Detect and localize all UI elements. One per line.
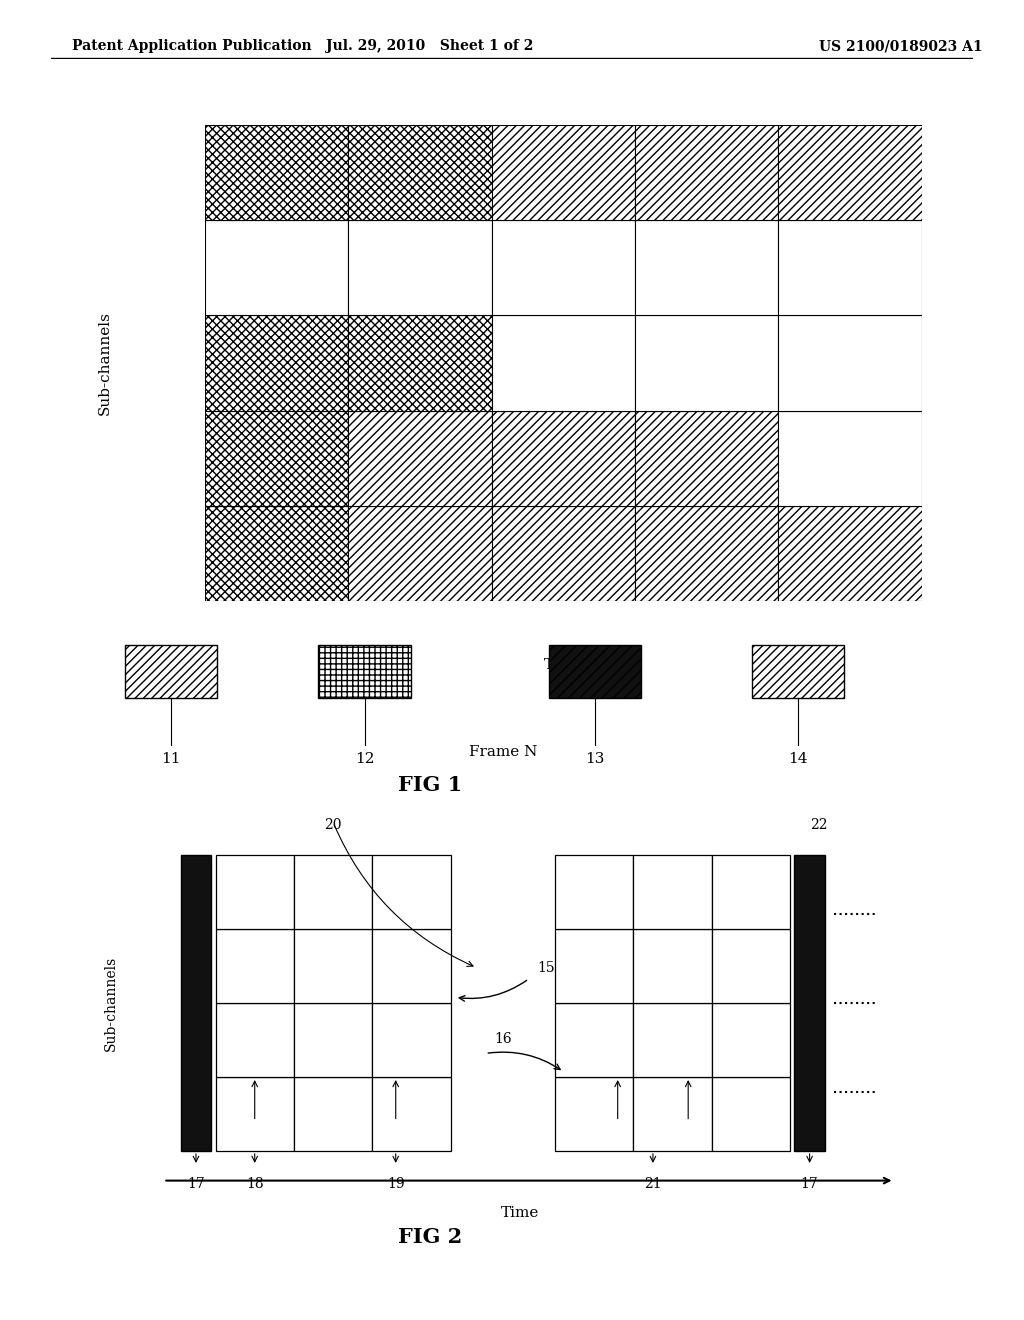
Text: 12: 12 xyxy=(354,752,375,766)
FancyBboxPatch shape xyxy=(180,855,211,1151)
FancyBboxPatch shape xyxy=(712,1077,791,1151)
FancyBboxPatch shape xyxy=(633,929,712,1003)
FancyBboxPatch shape xyxy=(712,929,791,1003)
Text: Sub-channels: Sub-channels xyxy=(97,312,112,414)
FancyBboxPatch shape xyxy=(216,929,294,1003)
FancyBboxPatch shape xyxy=(635,411,778,506)
Text: 22: 22 xyxy=(810,818,827,833)
Text: Sub-channels: Sub-channels xyxy=(104,956,118,1051)
FancyBboxPatch shape xyxy=(752,644,844,698)
FancyBboxPatch shape xyxy=(778,315,922,411)
FancyBboxPatch shape xyxy=(294,929,373,1003)
FancyBboxPatch shape xyxy=(635,315,778,411)
Text: Time: Time xyxy=(544,657,583,672)
Text: 17: 17 xyxy=(187,1177,205,1191)
FancyBboxPatch shape xyxy=(216,1077,294,1151)
FancyBboxPatch shape xyxy=(216,855,294,929)
FancyBboxPatch shape xyxy=(216,1003,294,1077)
Text: 13: 13 xyxy=(586,752,604,766)
FancyBboxPatch shape xyxy=(555,929,633,1003)
FancyBboxPatch shape xyxy=(125,644,217,698)
FancyBboxPatch shape xyxy=(205,506,348,601)
FancyBboxPatch shape xyxy=(712,1003,791,1077)
Text: 20: 20 xyxy=(325,818,342,833)
FancyBboxPatch shape xyxy=(492,220,635,315)
Text: US 2100/0189023 A1: US 2100/0189023 A1 xyxy=(819,40,983,53)
FancyBboxPatch shape xyxy=(778,506,922,601)
FancyBboxPatch shape xyxy=(348,315,492,411)
Text: Time: Time xyxy=(501,1206,540,1221)
Text: Frame N: Frame N xyxy=(469,746,537,759)
Text: FIG 2: FIG 2 xyxy=(398,1226,462,1247)
Text: FIG 1: FIG 1 xyxy=(398,775,462,796)
Text: 15: 15 xyxy=(538,961,555,975)
FancyBboxPatch shape xyxy=(635,506,778,601)
FancyBboxPatch shape xyxy=(294,1003,373,1077)
FancyBboxPatch shape xyxy=(778,220,922,315)
Text: Jul. 29, 2010   Sheet 1 of 2: Jul. 29, 2010 Sheet 1 of 2 xyxy=(327,40,534,53)
FancyBboxPatch shape xyxy=(373,1003,451,1077)
FancyBboxPatch shape xyxy=(205,125,348,220)
FancyBboxPatch shape xyxy=(549,644,641,698)
FancyBboxPatch shape xyxy=(348,506,492,601)
FancyBboxPatch shape xyxy=(373,929,451,1003)
FancyBboxPatch shape xyxy=(205,220,348,315)
FancyBboxPatch shape xyxy=(635,125,778,220)
FancyBboxPatch shape xyxy=(633,1003,712,1077)
Text: 16: 16 xyxy=(495,1032,512,1045)
Text: 21: 21 xyxy=(644,1177,662,1191)
FancyBboxPatch shape xyxy=(492,411,635,506)
FancyBboxPatch shape xyxy=(294,1077,373,1151)
Text: Patent Application Publication: Patent Application Publication xyxy=(72,40,311,53)
FancyBboxPatch shape xyxy=(555,855,633,929)
Text: 14: 14 xyxy=(787,752,808,766)
FancyBboxPatch shape xyxy=(778,125,922,220)
Text: 11: 11 xyxy=(161,752,181,766)
FancyBboxPatch shape xyxy=(373,855,451,929)
Text: 19: 19 xyxy=(387,1177,404,1191)
FancyBboxPatch shape xyxy=(635,220,778,315)
FancyBboxPatch shape xyxy=(205,315,348,411)
FancyBboxPatch shape xyxy=(294,855,373,929)
FancyBboxPatch shape xyxy=(712,855,791,929)
FancyBboxPatch shape xyxy=(795,855,825,1151)
FancyBboxPatch shape xyxy=(492,315,635,411)
FancyBboxPatch shape xyxy=(555,1003,633,1077)
FancyBboxPatch shape xyxy=(633,855,712,929)
FancyBboxPatch shape xyxy=(318,644,411,698)
Text: 18: 18 xyxy=(246,1177,263,1191)
FancyBboxPatch shape xyxy=(205,411,348,506)
FancyBboxPatch shape xyxy=(633,1077,712,1151)
FancyBboxPatch shape xyxy=(348,125,492,220)
Text: 17: 17 xyxy=(801,1177,818,1191)
FancyBboxPatch shape xyxy=(492,506,635,601)
FancyBboxPatch shape xyxy=(555,1077,633,1151)
FancyBboxPatch shape xyxy=(778,411,922,506)
FancyBboxPatch shape xyxy=(492,125,635,220)
FancyBboxPatch shape xyxy=(348,220,492,315)
FancyBboxPatch shape xyxy=(373,1077,451,1151)
FancyBboxPatch shape xyxy=(348,411,492,506)
